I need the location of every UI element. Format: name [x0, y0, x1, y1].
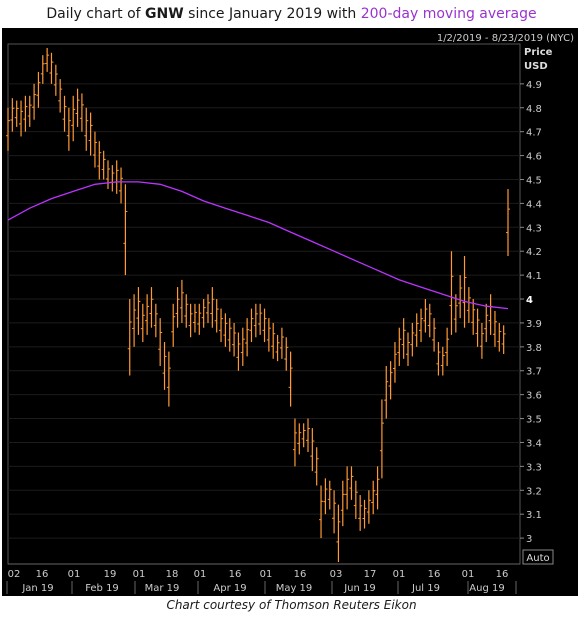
title-middle: since January 2019 with [183, 6, 361, 22]
y-tick-label: 4.3 [526, 223, 542, 234]
y-tick-label: 4.6 [526, 152, 542, 163]
price-chart: 3 3.1 3.2 3.3 3.4 3.5 3.6 3.7 3.8 3.9 4 4.1 4.2 4.3 4.… [6, 33, 574, 594]
y-tick-label: 4.8 [526, 104, 542, 115]
x-day-tick-label: 17 [364, 569, 377, 580]
x-month-label: May 19 [276, 583, 313, 594]
x-day-tick-label: 01 [462, 569, 475, 580]
x-day-tick-label: 01 [133, 569, 146, 580]
title-ticker: GNW [145, 6, 184, 22]
title-prefix: Daily chart of [46, 6, 146, 22]
x-day-tick-label: 16 [496, 569, 509, 580]
y-tick-label: 3.9 [526, 319, 542, 330]
x-day-tick-label: 16 [294, 569, 307, 580]
x-day-tick-label: 01 [260, 569, 273, 580]
x-month-label: Apr 19 [213, 583, 246, 594]
y-tick-label: 3.4 [526, 438, 542, 449]
x-day-tick-label: 01 [393, 569, 406, 580]
y-tick-label: 3.5 [526, 415, 542, 426]
x-day-tick-label: 19 [104, 569, 117, 580]
y-tick-label: 4.1 [526, 271, 542, 282]
y-tick-label: 4 [526, 295, 533, 306]
chart-frame: 3 3.1 3.2 3.3 3.4 3.5 3.6 3.7 3.8 3.9 4 4.1 4.2 4.3 4.… [2, 28, 578, 596]
y-tick-label: 4.9 [526, 80, 542, 91]
y-tick-label: 4.2 [526, 247, 542, 258]
x-month-label: Aug 19 [469, 583, 504, 594]
y-tick-label: 4.7 [526, 128, 542, 139]
y-tick-label: 3.1 [526, 510, 542, 521]
chart-title: Daily chart of GNW since January 2019 wi… [0, 6, 583, 22]
x-day-tick-label: 03 [330, 569, 343, 580]
title-ma-label: 200-day moving average [360, 6, 537, 22]
y-tick-label: 3.7 [526, 367, 542, 378]
x-day-tick-label: 01 [194, 569, 207, 580]
x-day-tick-label: 16 [36, 569, 49, 580]
date-range-label: 1/2/2019 - 8/23/2019 (NYC) [437, 33, 574, 44]
x-month-label: Jul 19 [411, 583, 440, 594]
x-day-tick-label: 02 [8, 569, 21, 580]
y-tick-label: 4.5 [526, 175, 542, 186]
x-day-tick-label: 16 [229, 569, 242, 580]
x-month-label: Mar 19 [145, 583, 180, 594]
x-month-label: Jan 19 [21, 583, 53, 594]
y-tick-label: 3.6 [526, 391, 542, 402]
auto-button-label: Auto [526, 553, 549, 564]
x-day-tick-label: 01 [68, 569, 81, 580]
auto-button[interactable] [522, 549, 554, 565]
chart-caption: Chart courtesy of Thomson Reuters Eikon [166, 598, 417, 612]
y-tick-label: 3 [526, 534, 532, 545]
y-tick-label: 3.8 [526, 343, 542, 354]
x-month-label: Jun 19 [343, 583, 376, 594]
y-tick-label: 4.4 [526, 199, 542, 210]
x-month-label: Feb 19 [85, 583, 119, 594]
currency-axis-label: USD [524, 61, 548, 72]
x-day-tick-label: 18 [166, 569, 179, 580]
price-axis-label: Price [524, 47, 553, 58]
moving-average-line [7, 181, 509, 310]
plot-area [7, 43, 521, 565]
y-tick-label: 3.2 [526, 486, 542, 497]
y-tick-label: 3.3 [526, 462, 542, 473]
x-day-tick-label: 16 [428, 569, 441, 580]
